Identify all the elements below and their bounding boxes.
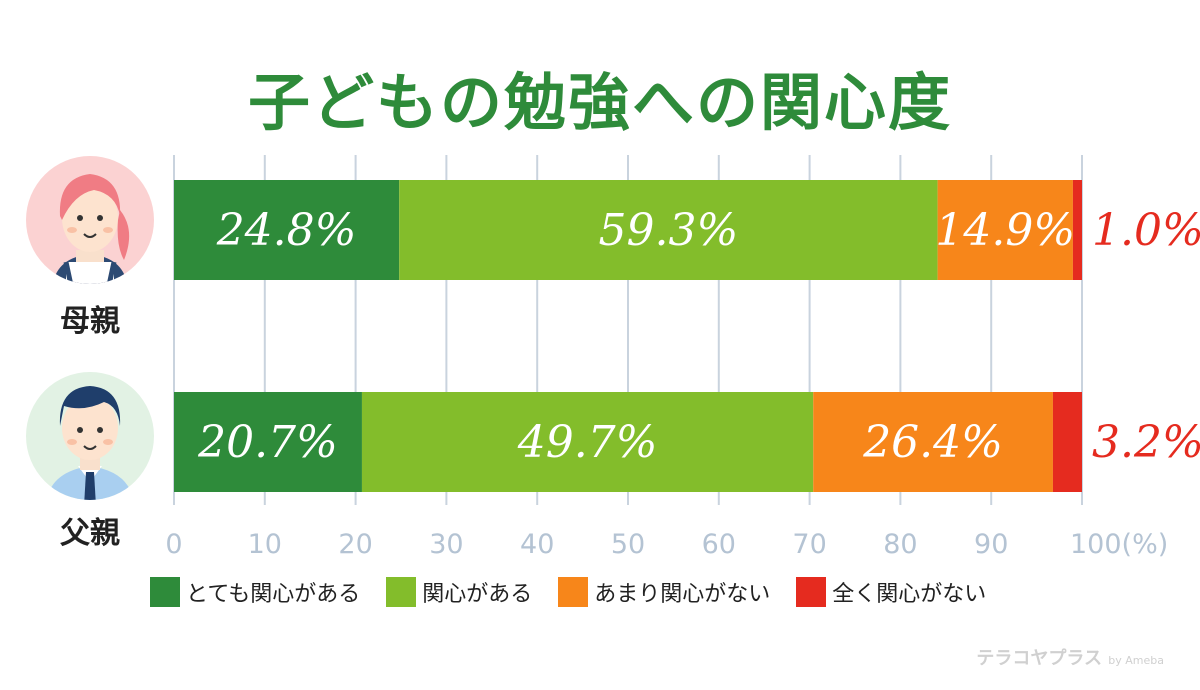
x-tick-label: 20 bbox=[338, 529, 372, 560]
x-tick-label: 40 bbox=[520, 529, 554, 560]
legend-item-very-interested: とても関心がある bbox=[150, 576, 360, 608]
data-labels: 24.8% 59.3% 14.9% 1.0% 20.7% 49.7% 26.4% 3.2% bbox=[197, 205, 1200, 468]
data-label: 3.2% bbox=[1092, 417, 1200, 468]
watermark-brand: テラコヤプラス bbox=[976, 648, 1102, 669]
x-tick-label: 30 bbox=[429, 529, 463, 560]
x-tick-label: 80 bbox=[883, 529, 917, 560]
data-label: 49.7% bbox=[517, 417, 658, 468]
legend-label: 関心がある bbox=[422, 582, 533, 607]
legend-item-not-interested: 全く関心がない bbox=[796, 576, 986, 608]
watermark-suffix: by Ameba bbox=[1108, 654, 1164, 667]
data-label: 1.0% bbox=[1092, 205, 1200, 256]
legend-swatch bbox=[558, 577, 589, 607]
x-tick-label: 0 bbox=[165, 529, 182, 560]
legend-swatch bbox=[796, 577, 827, 607]
legend-item-interested: 関心がある bbox=[386, 576, 532, 608]
x-tick-label: 50 bbox=[611, 529, 645, 560]
legend-swatch bbox=[150, 577, 180, 607]
data-label: 20.7% bbox=[197, 417, 338, 468]
brand-watermark: テラコヤプラス by Ameba bbox=[976, 644, 1164, 670]
bar-segments bbox=[174, 180, 1082, 492]
bar-segment bbox=[361, 392, 814, 492]
data-label: 59.3% bbox=[599, 205, 739, 256]
group-label-mother: 母親 bbox=[60, 304, 120, 339]
chart-title: 子どもの勉強への関心度 bbox=[247, 66, 952, 139]
bar-segment bbox=[174, 180, 400, 280]
bar-segment bbox=[399, 180, 938, 280]
bar-segment bbox=[813, 392, 1053, 492]
x-tick-label: 10 bbox=[248, 529, 282, 560]
data-label: 14.9% bbox=[935, 205, 1075, 256]
legend-label: 全く関心がない bbox=[832, 582, 987, 607]
x-axis-ticks: 0 10 20 30 40 50 60 70 80 90 100(%) bbox=[165, 529, 1168, 560]
bar-segment bbox=[1072, 180, 1082, 280]
x-tick-label: 100(%) bbox=[1070, 529, 1168, 560]
legend-item-not-very-interested: あまり関心がない bbox=[558, 576, 770, 608]
legend-label: とても関心がある bbox=[186, 582, 361, 607]
data-label: 24.8% bbox=[216, 205, 357, 256]
bar-segment bbox=[174, 392, 362, 492]
legend-label: あまり関心がない bbox=[594, 582, 771, 607]
x-tick-label: 70 bbox=[792, 529, 826, 560]
x-tick-label: 90 bbox=[974, 529, 1008, 560]
bar-segment bbox=[1052, 392, 1082, 492]
legend-swatch bbox=[386, 577, 417, 607]
legend: とても関心がある 関心がある あまり関心がない 全く関心がない bbox=[150, 576, 1012, 608]
mother-avatar-icon bbox=[26, 156, 154, 284]
x-tick-label: 60 bbox=[702, 529, 736, 560]
father-avatar-icon bbox=[26, 372, 154, 500]
data-label: 26.4% bbox=[862, 417, 1003, 468]
bar-segment bbox=[937, 180, 1073, 280]
group-label-father: 父親 bbox=[60, 516, 120, 551]
